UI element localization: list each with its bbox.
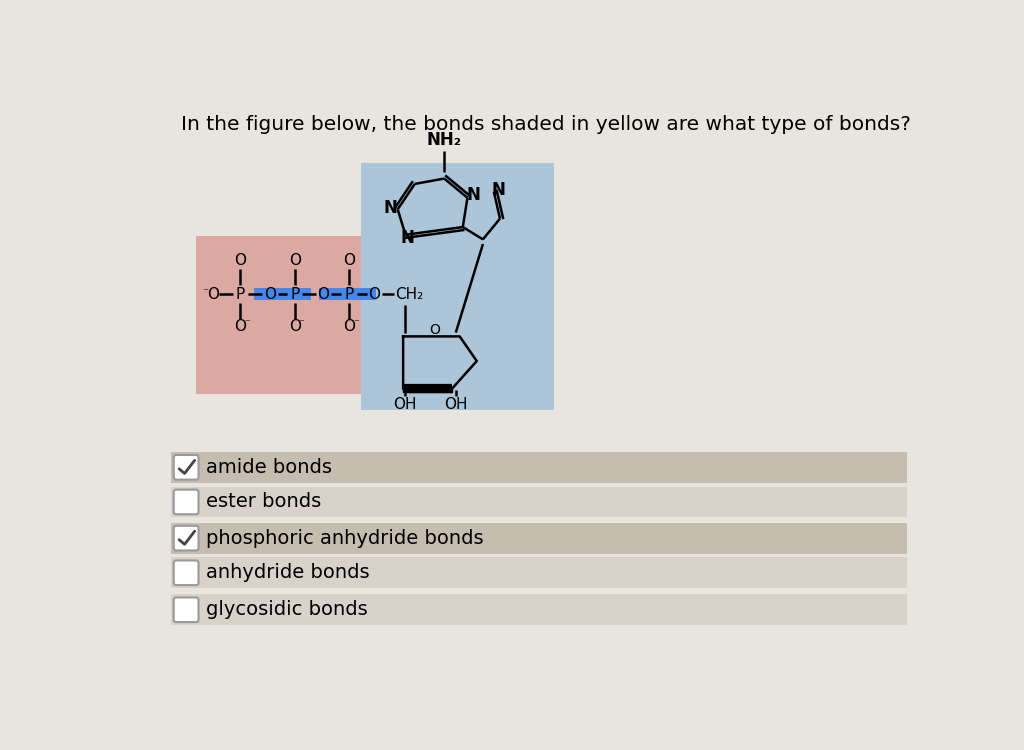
Text: O: O bbox=[343, 319, 355, 334]
Bar bbox=[171, 594, 907, 626]
FancyBboxPatch shape bbox=[174, 598, 199, 622]
Text: P: P bbox=[236, 286, 245, 302]
Text: O: O bbox=[289, 254, 301, 268]
Text: O: O bbox=[429, 323, 440, 338]
Bar bbox=[319, 288, 376, 300]
Text: O: O bbox=[234, 254, 247, 268]
FancyBboxPatch shape bbox=[174, 490, 199, 514]
Text: NH₂: NH₂ bbox=[427, 131, 462, 149]
Text: OH: OH bbox=[393, 397, 417, 412]
Text: ester bonds: ester bonds bbox=[206, 493, 321, 512]
Text: anhydride bonds: anhydride bonds bbox=[206, 563, 369, 582]
FancyBboxPatch shape bbox=[174, 560, 199, 585]
Text: ⁻: ⁻ bbox=[203, 287, 209, 298]
Polygon shape bbox=[403, 387, 452, 392]
Text: In the figure below, the bonds shaded in yellow are what type of bonds?: In the figure below, the bonds shaded in… bbox=[180, 115, 910, 134]
Text: N: N bbox=[400, 229, 414, 247]
Bar bbox=[171, 523, 907, 554]
Text: O: O bbox=[289, 319, 301, 334]
Text: glycosidic bonds: glycosidic bonds bbox=[206, 600, 368, 619]
Text: N: N bbox=[383, 199, 397, 217]
Text: P: P bbox=[344, 286, 353, 302]
Bar bbox=[171, 487, 907, 518]
Bar bbox=[197, 236, 432, 394]
FancyBboxPatch shape bbox=[174, 455, 199, 479]
Bar bbox=[360, 164, 554, 410]
Text: ⁻: ⁻ bbox=[353, 318, 358, 328]
Text: O: O bbox=[264, 286, 275, 302]
Text: CH₂: CH₂ bbox=[395, 286, 424, 302]
Bar bbox=[254, 288, 311, 300]
Text: O: O bbox=[234, 319, 247, 334]
Text: ⁻: ⁻ bbox=[299, 318, 304, 328]
Text: OH: OH bbox=[444, 397, 468, 412]
Text: phosphoric anhydride bonds: phosphoric anhydride bonds bbox=[206, 529, 483, 548]
Text: ⁻: ⁻ bbox=[245, 318, 250, 328]
Text: N: N bbox=[492, 181, 506, 199]
Text: O: O bbox=[343, 254, 355, 268]
Bar bbox=[171, 452, 907, 483]
Text: amide bonds: amide bonds bbox=[206, 458, 332, 477]
Text: O: O bbox=[369, 286, 381, 302]
Text: O: O bbox=[317, 286, 330, 302]
Text: N: N bbox=[467, 186, 480, 204]
Text: O: O bbox=[207, 286, 219, 302]
Bar bbox=[171, 557, 907, 588]
Text: P: P bbox=[290, 286, 299, 302]
FancyBboxPatch shape bbox=[174, 526, 199, 550]
